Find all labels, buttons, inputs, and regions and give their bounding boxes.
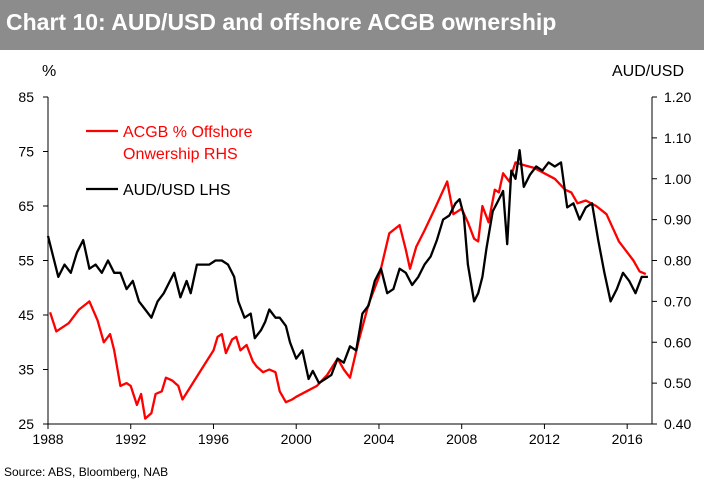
y-right-tick-label: 0.60 — [664, 334, 691, 350]
y-left-tick-label: 85 — [18, 89, 34, 105]
left-axis-unit: % — [42, 63, 57, 80]
legend-label-acgb: ACGB % Offshore — [123, 124, 253, 141]
y-right-tick-label: 0.50 — [664, 375, 691, 391]
legend-label-acgb: Onwership RHS — [123, 146, 238, 163]
x-tick-label: 1988 — [32, 431, 63, 447]
x-tick-label: 2004 — [363, 431, 394, 447]
y-right-tick-label: 1.20 — [664, 89, 691, 105]
y-right-tick-label: 1.10 — [664, 130, 691, 146]
x-tick-label: 1992 — [115, 431, 146, 447]
y-left-tick-label: 55 — [18, 253, 34, 269]
x-tick-label: 2012 — [529, 431, 560, 447]
source-note: Source: ABS, Bloomberg, NAB — [4, 465, 169, 479]
y-right-tick-label: 0.90 — [664, 212, 691, 228]
x-tick-label: 2000 — [281, 431, 312, 447]
series-line-audusd — [46, 148, 648, 385]
title-bar: Chart 10: AUD/USD and offshore ACGB owne… — [0, 0, 704, 50]
right-axis-unit: AUD/USD — [612, 63, 685, 80]
chart-title: Chart 10: AUD/USD and offshore ACGB owne… — [6, 9, 557, 35]
series-line-acgb-offshore — [49, 161, 647, 420]
x-tick-label: 2016 — [612, 431, 643, 447]
y-left-tick-label: 75 — [18, 144, 34, 160]
y-left-tick-label: 45 — [18, 307, 34, 323]
y-right-tick-label: 0.70 — [664, 293, 691, 309]
y-left-tick-label: 35 — [18, 362, 34, 378]
y-right-tick-label: 0.80 — [664, 253, 691, 269]
x-tick-label: 2008 — [446, 431, 477, 447]
x-tick-label: 1996 — [198, 431, 229, 447]
y-left-tick-label: 25 — [18, 416, 34, 432]
y-right-tick-label: 0.40 — [664, 416, 691, 432]
y-left-tick-label: 65 — [18, 198, 34, 214]
legend-label-audusd: AUD/USD LHS — [123, 182, 231, 199]
y-right-tick-label: 1.00 — [664, 171, 691, 187]
